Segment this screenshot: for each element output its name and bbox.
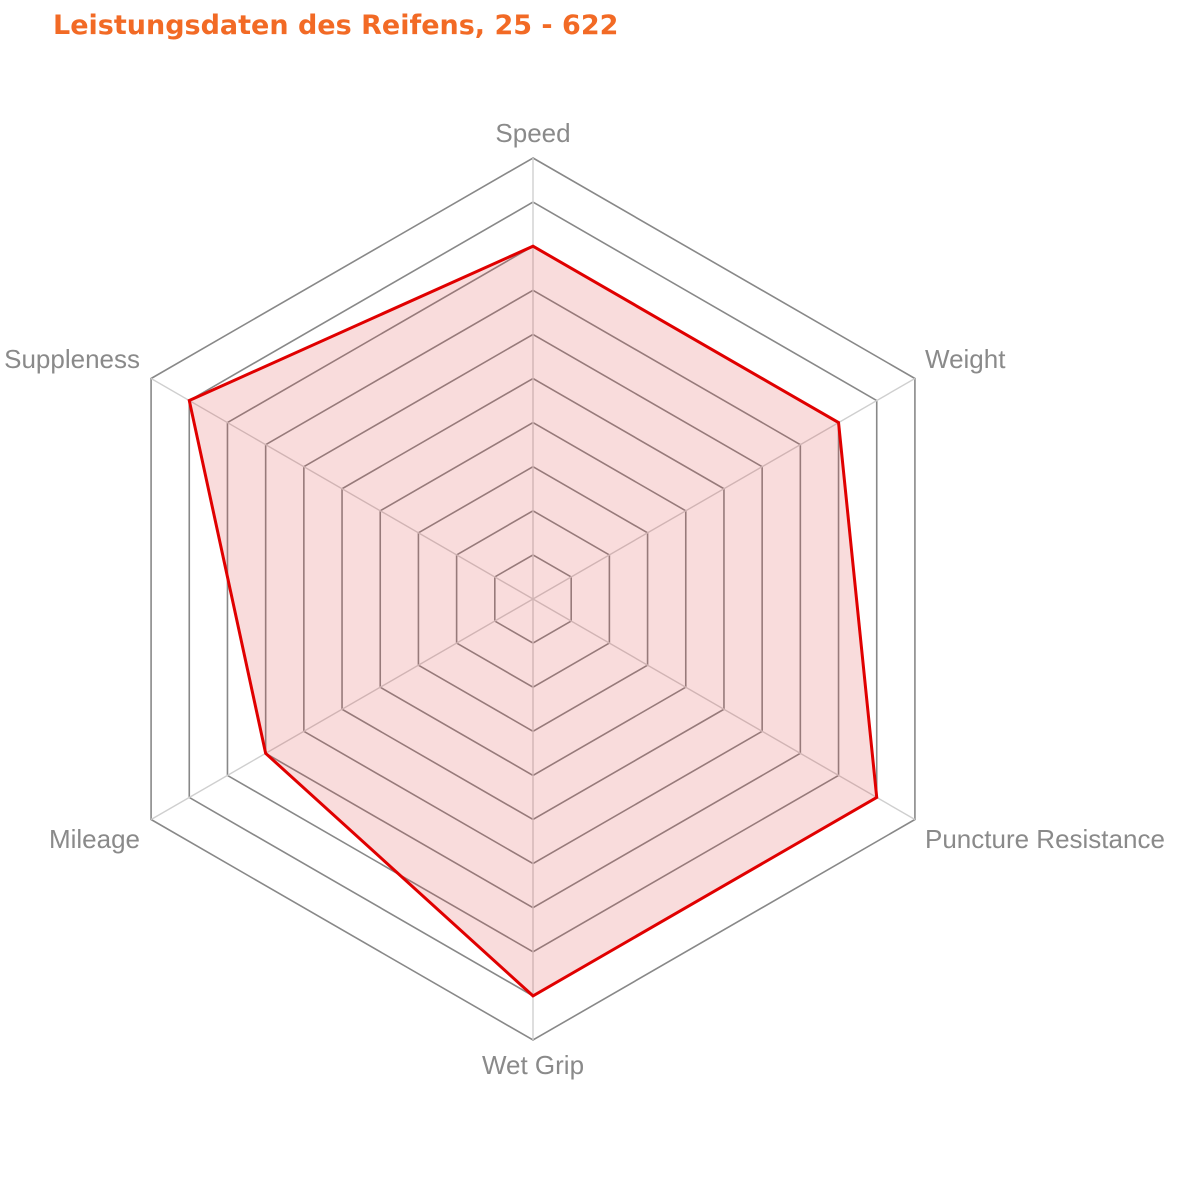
chart-title: Leistungsdaten des Reifens, 25 - 622	[53, 10, 619, 41]
axis-label-weight: Weight	[925, 344, 1006, 374]
series-polygon	[187, 244, 879, 998]
axis-spoke	[150, 598, 534, 821]
axis-labels: Speed Weight Puncture Resistance Wet Grip Mi…	[4, 118, 1165, 1080]
axis-label-puncture-resistance: Puncture Resistance	[925, 824, 1165, 854]
axis-label-mileage: Mileage	[49, 824, 140, 854]
axis-spoke	[532, 377, 916, 600]
radar-spokes	[150, 158, 916, 1040]
axis-label-speed: Speed	[495, 118, 570, 148]
axis-spoke	[532, 598, 916, 821]
axis-label-wet-grip: Wet Grip	[482, 1050, 584, 1080]
axis-label-suppleness: Suppleness	[4, 344, 140, 374]
axis-spoke	[150, 377, 534, 600]
radar-series	[187, 244, 879, 998]
